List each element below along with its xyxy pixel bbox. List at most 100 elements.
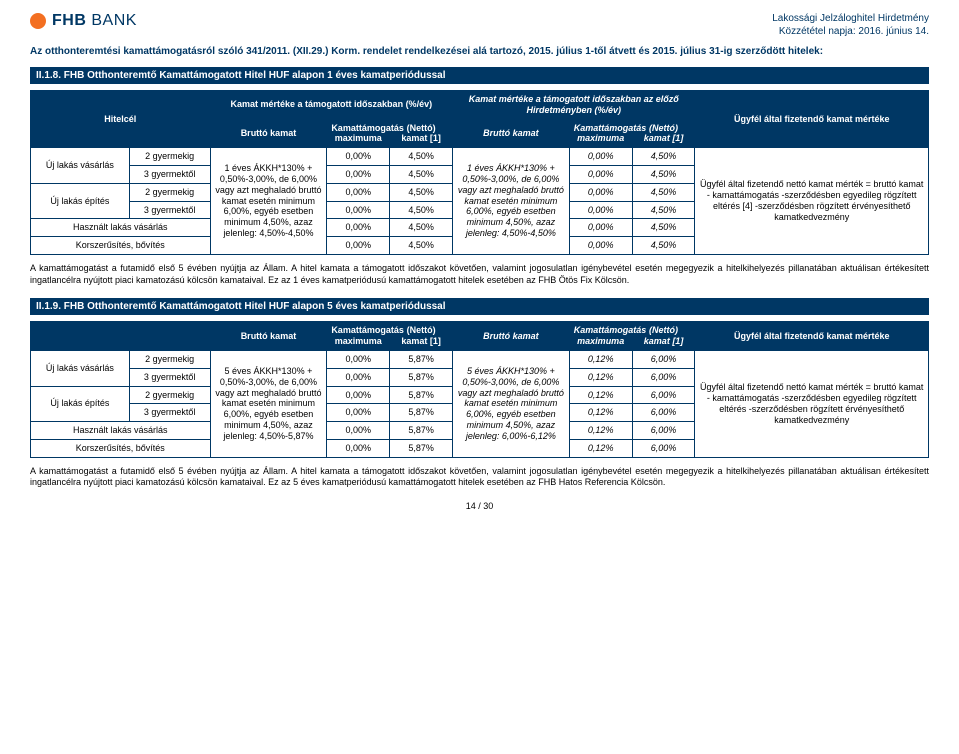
- cell-v4: 4,50%: [632, 201, 695, 219]
- cell-v2: 5,87%: [390, 422, 453, 440]
- table-row: Új lakás vásárlás 2 gyermekig 1 éves ÁKK…: [31, 148, 929, 166]
- cell-result: Ügyfél által fizetendő nettó kamat mérté…: [695, 350, 929, 457]
- cell-v3: 0,12%: [569, 350, 632, 368]
- cell-v4: 6,00%: [632, 386, 695, 404]
- cell-formula-prev: 5 éves ÁKKH*130% + 0,50%-3,00%, de 6,00%…: [453, 350, 570, 457]
- law-line: Az otthonteremtési kamattámogatásról szó…: [30, 46, 929, 57]
- cell-v4: 4,50%: [632, 148, 695, 166]
- page-number: 14 / 30: [30, 501, 929, 511]
- cell-v2: 4,50%: [390, 237, 453, 255]
- th-kamattam-1: Kamattámogatás maximuma: [327, 119, 390, 148]
- th-ugyfel: Ügyfél által fizetendő kamat mértéke: [695, 322, 929, 351]
- header-right-line1: Lakossági Jelzáloghitel Hirdetmény: [772, 12, 929, 25]
- cell-v3: 0,00%: [569, 148, 632, 166]
- cell-v3: 0,12%: [569, 422, 632, 440]
- cell-sub: 2 gyermekig: [129, 148, 210, 166]
- cell-v2: 5,87%: [390, 404, 453, 422]
- table-row: Új lakás vásárlás 2 gyermekig 5 éves ÁKK…: [31, 350, 929, 368]
- cell-v3: 0,12%: [569, 439, 632, 457]
- th-brutto-1: Bruttó kamat: [210, 322, 327, 351]
- cell-cat: Használt lakás vásárlás: [31, 219, 211, 237]
- cell-v3: 0,00%: [569, 219, 632, 237]
- cell-v1: 0,00%: [327, 148, 390, 166]
- cell-v2: 4,50%: [390, 201, 453, 219]
- document-page: FHB BANK Lakossági Jelzáloghitel Hirdetm…: [0, 0, 959, 519]
- cell-sub: 2 gyermekig: [129, 386, 210, 404]
- cell-cat: Új lakás építés: [31, 386, 130, 422]
- cell-v4: 4,50%: [632, 165, 695, 183]
- cell-v4: 6,00%: [632, 350, 695, 368]
- cell-v4: 6,00%: [632, 422, 695, 440]
- cell-v3: 0,00%: [569, 237, 632, 255]
- cell-v4: 4,50%: [632, 219, 695, 237]
- cell-v4: 4,50%: [632, 183, 695, 201]
- cell-v2: 5,87%: [390, 386, 453, 404]
- th-hitelcel: Hitelcél: [31, 91, 211, 148]
- cell-v4: 6,00%: [632, 368, 695, 386]
- cell-v1: 0,00%: [327, 404, 390, 422]
- cell-v1: 0,00%: [327, 368, 390, 386]
- cell-sub: 2 gyermekig: [129, 183, 210, 201]
- logo: FHB BANK: [30, 12, 137, 30]
- cell-sub: 3 gyermektől: [129, 368, 210, 386]
- logo-text: FHB BANK: [52, 12, 137, 30]
- cell-v4: 6,00%: [632, 404, 695, 422]
- section1-paragraph: A kamattámogatást a futamidő első 5 évéb…: [30, 263, 929, 286]
- section2-table: Bruttó kamat Kamattámogatás maximuma (Ne…: [30, 321, 929, 457]
- th-kamattam-2: Kamattámogatás maximuma: [569, 119, 632, 148]
- cell-cat: Új lakás vásárlás: [31, 148, 130, 184]
- logo-name: FHB: [52, 12, 86, 29]
- section1-table: Hitelcél Kamat mértéke a támogatott idős…: [30, 90, 929, 255]
- th-period-current: Kamat mértéke a támogatott időszakban (%…: [210, 91, 452, 120]
- cell-v1: 0,00%: [327, 165, 390, 183]
- cell-v1: 0,00%: [327, 237, 390, 255]
- cell-v2: 4,50%: [390, 183, 453, 201]
- cell-v1: 0,00%: [327, 422, 390, 440]
- logo-bank: BANK: [91, 12, 137, 29]
- cell-v1: 0,00%: [327, 350, 390, 368]
- section1-bar: II.1.8. FHB Otthonteremtő Kamattámogatot…: [30, 67, 929, 84]
- cell-v2: 4,50%: [390, 165, 453, 183]
- cell-cat: Korszerűsítés, bővítés: [31, 439, 211, 457]
- cell-sub: 3 gyermektől: [129, 201, 210, 219]
- cell-v3: 0,00%: [569, 201, 632, 219]
- th-ugyfel: Ügyfél által fizetendő kamat mértéke: [695, 91, 929, 148]
- cell-v4: 4,50%: [632, 237, 695, 255]
- cell-v2: 5,87%: [390, 439, 453, 457]
- cell-v1: 0,00%: [327, 183, 390, 201]
- section2-bar: II.1.9. FHB Otthonteremtő Kamattámogatot…: [30, 298, 929, 315]
- cell-v3: 0,12%: [569, 386, 632, 404]
- page-header: FHB BANK Lakossági Jelzáloghitel Hirdetm…: [30, 12, 929, 38]
- th-brutto-2: Bruttó kamat: [453, 119, 570, 148]
- cell-sub: 2 gyermekig: [129, 350, 210, 368]
- th-brutto-1: Bruttó kamat: [210, 119, 327, 148]
- cell-v4: 6,00%: [632, 439, 695, 457]
- th-brutto-2: Bruttó kamat: [453, 322, 570, 351]
- cell-v2: 5,87%: [390, 368, 453, 386]
- cell-formula-current: 1 éves ÁKKH*130% + 0,50%-3,00%, de 6,00%…: [210, 148, 327, 255]
- th-kamattam-2: Kamattámogatás maximuma: [569, 322, 632, 351]
- th-empty: [31, 322, 211, 351]
- header-right: Lakossági Jelzáloghitel Hirdetmény Közzé…: [772, 12, 929, 38]
- cell-v3: 0,00%: [569, 165, 632, 183]
- cell-formula-current: 5 éves ÁKKH*130% + 0,50%-3,00%, de 6,00%…: [210, 350, 327, 457]
- cell-cat: Új lakás építés: [31, 183, 130, 219]
- cell-v2: 5,87%: [390, 350, 453, 368]
- cell-v1: 0,00%: [327, 439, 390, 457]
- cell-sub: 3 gyermektől: [129, 404, 210, 422]
- logo-mark-icon: [30, 13, 46, 29]
- cell-v1: 0,00%: [327, 219, 390, 237]
- cell-v1: 0,00%: [327, 201, 390, 219]
- cell-sub: 3 gyermektől: [129, 165, 210, 183]
- cell-v3: 0,12%: [569, 368, 632, 386]
- cell-cat: Korszerűsítés, bővítés: [31, 237, 211, 255]
- cell-v2: 4,50%: [390, 219, 453, 237]
- cell-v1: 0,00%: [327, 386, 390, 404]
- section2-paragraph: A kamattámogatást a futamidő első 5 évéb…: [30, 466, 929, 489]
- cell-v3: 0,00%: [569, 183, 632, 201]
- cell-cat: Új lakás vásárlás: [31, 350, 130, 386]
- th-period-prev: Kamat mértéke a támogatott időszakban az…: [453, 91, 695, 120]
- header-right-line2: Közzététel napja: 2016. június 14.: [772, 25, 929, 38]
- cell-formula-prev: 1 éves ÁKKH*130% + 0,50%-3,00%, de 6,00%…: [453, 148, 570, 255]
- cell-cat: Használt lakás vásárlás: [31, 422, 211, 440]
